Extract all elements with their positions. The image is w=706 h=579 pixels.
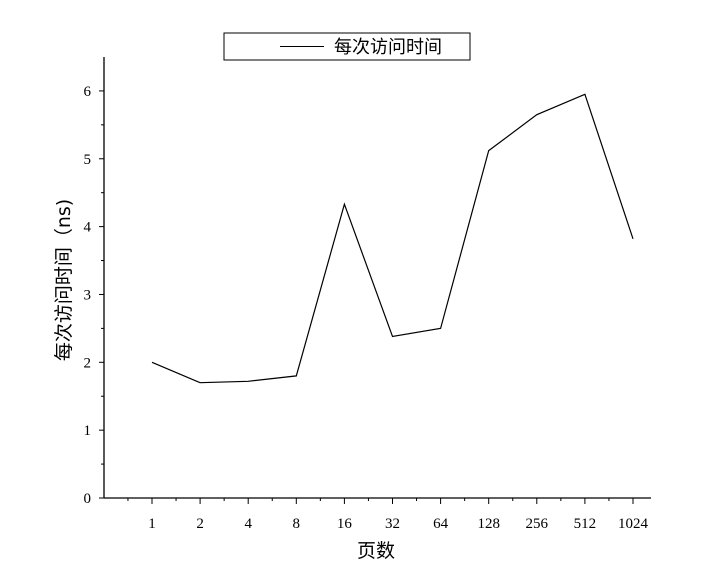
y-tick-label: 1 — [84, 423, 92, 439]
y-tick-label: 3 — [84, 287, 92, 303]
y-tick-label: 2 — [84, 355, 92, 371]
legend-series-label: 每次访问时间 — [334, 37, 442, 58]
x-tick-label: 256 — [526, 516, 549, 532]
series-layer — [151, 93, 634, 384]
x-tick-label: 512 — [574, 516, 597, 532]
y-tick-label: 0 — [84, 491, 92, 507]
x-axis-title: 页数 — [357, 540, 395, 562]
x-tick-label: 1 — [148, 516, 156, 532]
x-tick-label: 8 — [293, 516, 301, 532]
y-tick-label: 4 — [84, 220, 92, 236]
x-tick-label: 16 — [337, 516, 353, 532]
y-ticks: 0 1 2 3 4 5 6 — [84, 84, 104, 507]
x-tick-label: 2 — [196, 516, 204, 532]
y-tick-label: 5 — [84, 152, 92, 168]
legend-box — [223, 32, 471, 61]
y-tick-label: 6 — [84, 84, 92, 100]
x-tick-label: 64 — [433, 516, 449, 532]
x-tick-label: 4 — [244, 516, 252, 532]
legend: 每次访问时间 — [223, 32, 471, 61]
x-tick-label: 1024 — [618, 516, 649, 532]
y-axis-title: 每次访问时间（ns) — [53, 199, 75, 361]
series-line — [151, 93, 634, 384]
x-tick-label: 128 — [477, 516, 500, 532]
axes — [103, 57, 651, 499]
x-ticks: 1 2 4 8 16 32 64 128 256 512 1024 — [127, 498, 649, 532]
x-tick-label: 32 — [385, 516, 400, 532]
